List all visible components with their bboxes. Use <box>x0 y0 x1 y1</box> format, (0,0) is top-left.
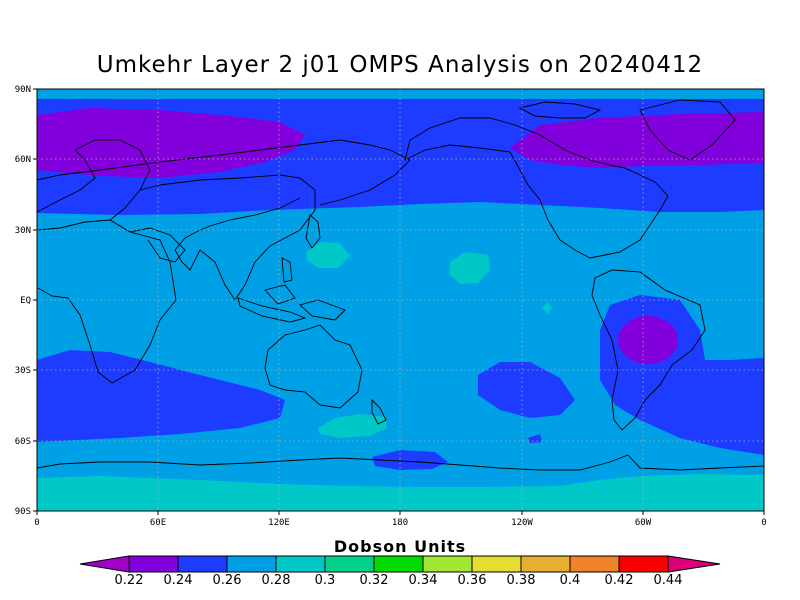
level-0.28-blob-3 <box>542 302 552 314</box>
coastlines <box>37 99 764 471</box>
coast-indonesia <box>237 297 307 323</box>
lon-tick-label: 60E <box>150 518 166 528</box>
colorbar-swatch <box>128 555 179 573</box>
lat-tick-label: 90N <box>15 85 31 95</box>
coast-south-america <box>591 269 706 431</box>
lat-tick-label: 30S <box>15 366 31 376</box>
coast-arabia <box>129 227 186 263</box>
colorbar-label: 0.32 <box>360 573 389 588</box>
colorbar-label: 0.22 <box>115 573 144 588</box>
graticule <box>37 89 764 511</box>
coast-borneo <box>264 284 296 305</box>
lon-tick-label: 0 <box>761 518 766 528</box>
colorbar-label: 0.3 <box>315 573 336 588</box>
tick-marks <box>33 88 765 515</box>
level-0.22-south-america <box>618 316 678 364</box>
level-0.26-arctic-strip <box>37 89 764 99</box>
lat-tick-label: 60S <box>15 437 31 447</box>
colorbar-label: 0.38 <box>507 573 536 588</box>
lon-tick-label: 120E <box>268 518 290 528</box>
coast-japan <box>305 214 321 249</box>
colorbar-label: 0.36 <box>458 573 487 588</box>
level-0.28-blob-4 <box>318 414 387 438</box>
coast-asia-north <box>37 139 411 206</box>
colorbar-swatch <box>226 555 277 573</box>
coast-new-zealand <box>371 398 387 425</box>
colorbar-swatch <box>373 555 424 573</box>
colorbar-title: Dobson Units <box>333 537 467 556</box>
lon-tick-label: 0 <box>34 518 39 528</box>
colorbar-label: 0.42 <box>605 573 634 588</box>
lat-tick-label: 30N <box>15 226 31 236</box>
colorbar-low-arrow <box>79 555 130 573</box>
colorbar-label: 0.26 <box>213 573 242 588</box>
colorbar-swatch <box>471 555 522 573</box>
lat-tick-label: 90S <box>15 507 31 517</box>
level-0.24-small <box>528 434 542 443</box>
colorbar-label: 0.24 <box>164 573 193 588</box>
colorbar-high-arrow <box>667 555 721 573</box>
colorbar-swatch <box>275 555 326 573</box>
coast-arctic-islands <box>518 101 602 119</box>
contour-fill <box>37 89 764 511</box>
colorbar-label: 0.34 <box>409 573 438 588</box>
colorbar-swatch <box>177 555 228 573</box>
chart-title: Umkehr Layer 2 j01 OMPS Analysis on 2024… <box>96 52 704 78</box>
lat-tick-label: EQ <box>20 296 31 306</box>
level-0.22-america <box>510 112 764 168</box>
lon-tick-label: 60W <box>635 518 652 528</box>
colorbar: 0.22 0.24 0.26 0.28 0.3 0.32 0.34 0.36 0… <box>79 555 721 588</box>
colorbar-swatch <box>520 555 571 573</box>
coast-africa <box>37 219 177 384</box>
coast-greenland <box>639 99 736 161</box>
level-0.24-pacific <box>478 362 575 418</box>
level-0.28-blob-1 <box>306 242 350 268</box>
colorbar-label: 0.44 <box>654 573 683 588</box>
level-0.22-eurasia <box>37 108 305 178</box>
coast-north-america <box>404 117 669 259</box>
coast-australia <box>264 324 363 409</box>
colorbar-swatch <box>324 555 375 573</box>
colorbar-label: 0.28 <box>262 573 291 588</box>
level-0.24-southern-ocean <box>372 450 448 470</box>
lon-tick-label: 180 <box>392 518 408 528</box>
level-0.28-antarctic <box>37 474 764 511</box>
colorbar-swatch <box>422 555 473 573</box>
colorbar-swatch <box>618 555 669 573</box>
lon-tick-label: 120W <box>511 518 533 528</box>
coast-philippines <box>281 257 293 283</box>
lat-tick-label: 60N <box>15 155 31 165</box>
level-0.28-blob-2 <box>450 252 490 284</box>
colorbar-swatch <box>569 555 620 573</box>
colorbar-label: 0.4 <box>560 573 581 588</box>
coast-new-guinea <box>299 299 346 321</box>
